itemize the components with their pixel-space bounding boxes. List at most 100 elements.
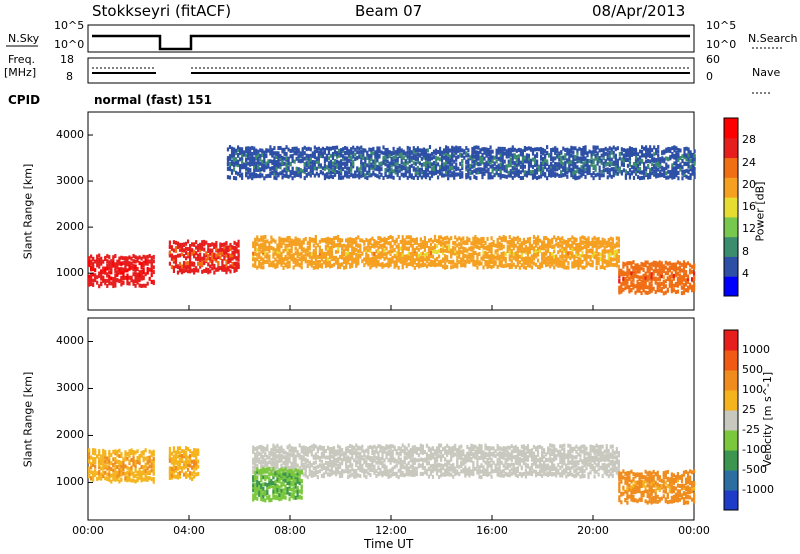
- heatmap-cell: [564, 165, 567, 170]
- heatmap-cell: [389, 259, 392, 264]
- heatmap-cell: [614, 147, 617, 152]
- heatmap-cell: [402, 149, 405, 154]
- heatmap-cell: [260, 242, 263, 247]
- heatmap-cell: [256, 237, 259, 242]
- heatmap-cell: [676, 279, 680, 284]
- heatmap-cell: [532, 252, 536, 257]
- heatmap-cell: [358, 172, 361, 177]
- heatmap-cell: [211, 266, 214, 271]
- heatmap-cell: [227, 248, 230, 253]
- heatmap-cell: [580, 147, 583, 152]
- heatmap-cell: [421, 260, 425, 265]
- heatmap-cell: [581, 265, 584, 270]
- heatmap-cell: [572, 155, 575, 160]
- heatmap-cell: [317, 173, 320, 178]
- heatmap-cell: [667, 175, 670, 180]
- heatmap-cell: [531, 172, 535, 177]
- heatmap-cell: [142, 260, 145, 265]
- heatmap-cell: [170, 451, 174, 456]
- heatmap-cell: [343, 243, 346, 248]
- heatmap-cell: [299, 151, 302, 156]
- heatmap-cell: [648, 289, 651, 294]
- heatmap-cell: [667, 146, 670, 151]
- heatmap-cell: [499, 165, 502, 170]
- heatmap-cell: [672, 288, 675, 293]
- heatmap-cell: [472, 240, 475, 245]
- heatmap-cell: [370, 147, 373, 152]
- heatmap-cell: [431, 260, 435, 265]
- colorbar-segment: [724, 157, 738, 178]
- heatmap-cell: [674, 281, 678, 286]
- heatmap-cell: [331, 151, 335, 156]
- heatmap-cell: [182, 460, 186, 465]
- heatmap-cell: [126, 256, 129, 261]
- heatmap-cell: [345, 262, 348, 267]
- heatmap-cell: [501, 166, 504, 171]
- heatmap-cell: [571, 261, 574, 266]
- heatmap-cell: [285, 156, 288, 161]
- heatmap-cell: [403, 238, 406, 243]
- heatmap-cell: [454, 241, 457, 246]
- heatmap-cell: [505, 154, 508, 159]
- heatmap-cell: [132, 272, 135, 277]
- heatmap-cell: [172, 257, 176, 262]
- heatmap-cell: [517, 147, 520, 152]
- heatmap-cell: [459, 146, 462, 151]
- heatmap-cell: [301, 156, 304, 161]
- heatmap-cell: [355, 240, 358, 245]
- heatmap-cell: [400, 164, 403, 169]
- heatmap-cell: [193, 267, 196, 272]
- heatmap-cell: [617, 259, 620, 264]
- heatmap-cell: [342, 156, 345, 161]
- heatmap-cell: [201, 260, 204, 265]
- heatmap-cell: [353, 246, 356, 251]
- heatmap-cell: [529, 158, 533, 163]
- heatmap-cell: [460, 262, 463, 267]
- heatmap-cell: [150, 459, 153, 464]
- heatmap-cell: [487, 156, 490, 161]
- heatmap-cell: [288, 235, 291, 240]
- heatmap-cell: [665, 166, 668, 171]
- heatmap-cell: [114, 473, 117, 478]
- heatmap-cell: [642, 280, 645, 285]
- heatmap-cell: [231, 264, 234, 269]
- heatmap-cell: [371, 243, 374, 248]
- heatmap-cell: [128, 459, 131, 464]
- heatmap-cell: [435, 262, 439, 267]
- heatmap-cell: [609, 256, 612, 261]
- heatmap-cell: [573, 246, 576, 251]
- heatmap-cell: [276, 243, 279, 248]
- heatmap-cell: [453, 159, 456, 164]
- heatmap-cell: [652, 262, 655, 267]
- heatmap-cell: [351, 237, 354, 242]
- heatmap-cell: [535, 152, 539, 157]
- heatmap-cell: [92, 477, 95, 482]
- heatmap-cell: [608, 171, 611, 176]
- heatmap-cell: [102, 266, 105, 271]
- heatmap-cell: [396, 147, 399, 152]
- heatmap-cell: [138, 475, 141, 480]
- heatmap-cell: [378, 167, 381, 172]
- heatmap-cell: [490, 255, 493, 260]
- heatmap-cell: [150, 273, 153, 278]
- heatmap-cell: [94, 472, 97, 477]
- heatmap-cell: [270, 461, 273, 466]
- heatmap-cell: [573, 264, 576, 269]
- heatmap-cell: [405, 254, 408, 259]
- heatmap-cell: [353, 251, 356, 256]
- heatmap-cell: [372, 159, 375, 164]
- heatmap-cell: [534, 237, 538, 242]
- heatmap-cell: [552, 156, 555, 161]
- heatmap-cell: [503, 174, 506, 179]
- heatmap-cell: [328, 240, 332, 245]
- heatmap-cell: [655, 148, 658, 153]
- heatmap-cell: [112, 462, 115, 467]
- heatmap-cell: [126, 478, 129, 483]
- heatmap-cell: [235, 246, 238, 251]
- heatmap-cell: [221, 267, 224, 272]
- heatmap-cell: [254, 467, 257, 472]
- heatmap-cell: [530, 243, 534, 248]
- heatmap-cell: [563, 249, 566, 254]
- heatmap-cell: [279, 162, 282, 167]
- heatmap-cell: [317, 146, 320, 151]
